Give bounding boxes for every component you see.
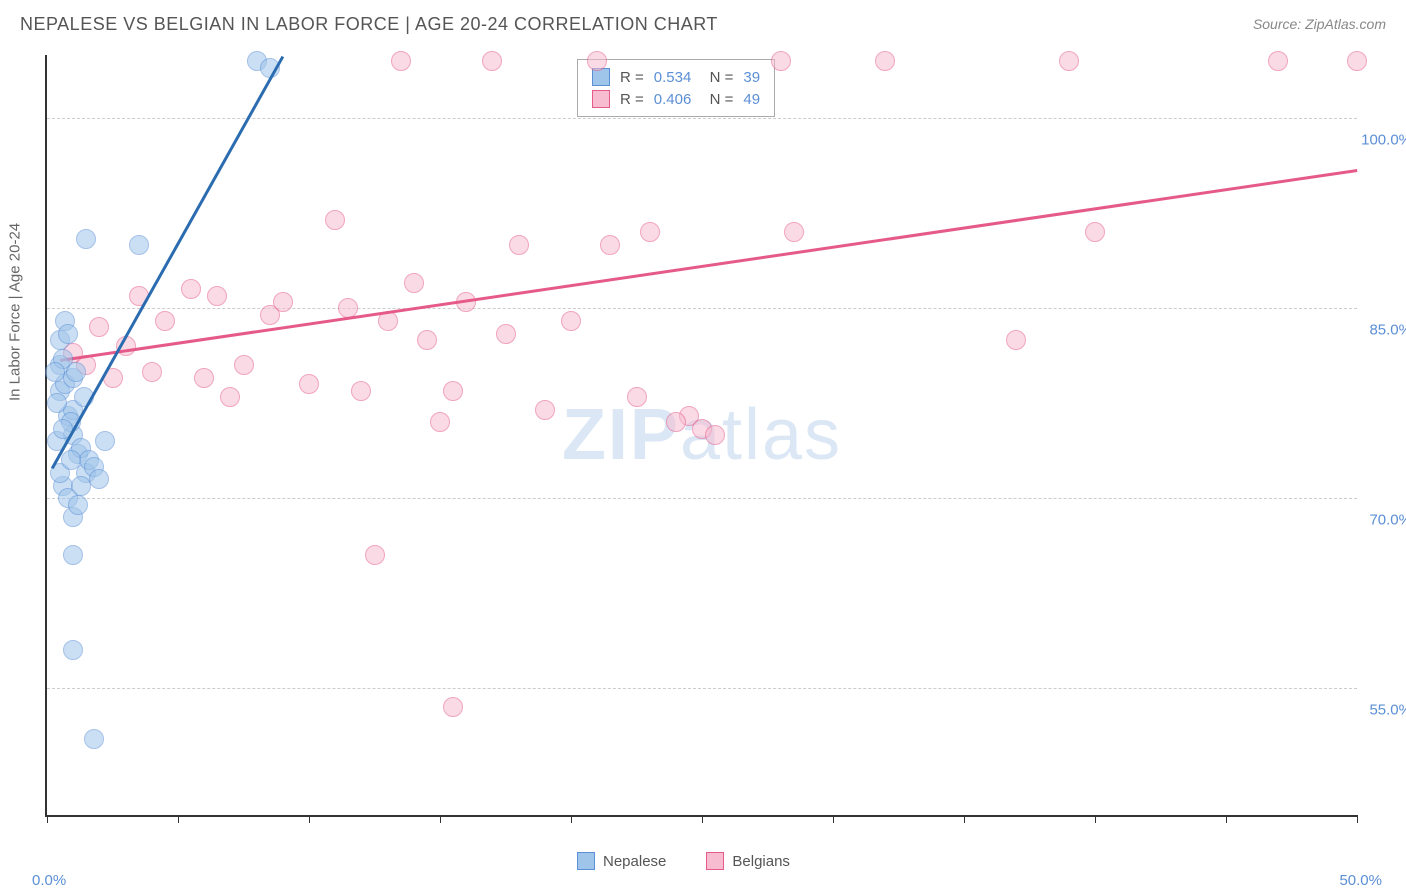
y-tick-label: 55.0% bbox=[1369, 702, 1406, 719]
data-point-belgians bbox=[600, 235, 620, 255]
data-point-nepalese bbox=[71, 476, 91, 496]
data-point-nepalese bbox=[63, 545, 83, 565]
stats-r-belgians: 0.406 bbox=[654, 91, 692, 108]
data-point-nepalese bbox=[61, 450, 81, 470]
stats-row-nepalese: R = 0.534 N = 39 bbox=[592, 66, 760, 88]
data-point-belgians bbox=[535, 400, 555, 420]
data-point-nepalese bbox=[95, 431, 115, 451]
data-point-belgians bbox=[234, 355, 254, 375]
x-tick bbox=[440, 815, 441, 823]
data-point-belgians bbox=[587, 51, 607, 71]
legend-item-nepalese: Nepalese bbox=[577, 852, 666, 870]
stats-n-nepalese: 39 bbox=[743, 69, 760, 86]
stats-r-label: R = bbox=[620, 69, 644, 86]
data-point-nepalese bbox=[76, 229, 96, 249]
data-point-belgians bbox=[1347, 51, 1367, 71]
data-point-belgians bbox=[640, 222, 660, 242]
data-point-nepalese bbox=[84, 729, 104, 749]
data-point-belgians bbox=[365, 545, 385, 565]
data-point-belgians bbox=[443, 697, 463, 717]
data-point-belgians bbox=[181, 279, 201, 299]
x-tick bbox=[309, 815, 310, 823]
data-point-belgians bbox=[351, 381, 371, 401]
trend-line-belgians bbox=[60, 169, 1357, 361]
swatch-belgians bbox=[592, 90, 610, 108]
data-point-belgians bbox=[391, 51, 411, 71]
stats-r-nepalese: 0.534 bbox=[654, 69, 692, 86]
stats-n-label: N = bbox=[701, 91, 733, 108]
legend: Nepalese Belgians bbox=[577, 852, 790, 870]
legend-item-belgians: Belgians bbox=[706, 852, 790, 870]
data-point-belgians bbox=[875, 51, 895, 71]
data-point-nepalese bbox=[47, 393, 67, 413]
data-point-belgians bbox=[89, 317, 109, 337]
data-point-belgians bbox=[496, 324, 516, 344]
legend-swatch-nepalese bbox=[577, 852, 595, 870]
data-point-nepalese bbox=[66, 362, 86, 382]
x-tick bbox=[1095, 815, 1096, 823]
data-point-belgians bbox=[666, 412, 686, 432]
watermark-bold: ZIP bbox=[562, 395, 680, 475]
source-label: Source: ZipAtlas.com bbox=[1253, 16, 1386, 32]
x-tick bbox=[1226, 815, 1227, 823]
grid-line bbox=[47, 308, 1357, 309]
data-point-belgians bbox=[273, 292, 293, 312]
data-point-belgians bbox=[404, 273, 424, 293]
data-point-belgians bbox=[194, 368, 214, 388]
data-point-belgians bbox=[417, 330, 437, 350]
data-point-belgians bbox=[155, 311, 175, 331]
data-point-belgians bbox=[443, 381, 463, 401]
data-point-belgians bbox=[705, 425, 725, 445]
data-point-nepalese bbox=[129, 235, 149, 255]
data-point-belgians bbox=[1268, 51, 1288, 71]
data-point-belgians bbox=[142, 362, 162, 382]
x-label-right: 50.0% bbox=[1339, 872, 1382, 889]
x-tick bbox=[47, 815, 48, 823]
y-tick-label: 100.0% bbox=[1361, 132, 1406, 149]
stats-box: R = 0.534 N = 39 R = 0.406 N = 49 bbox=[577, 59, 775, 117]
data-point-nepalese bbox=[68, 495, 88, 515]
grid-line bbox=[47, 498, 1357, 499]
data-point-belgians bbox=[430, 412, 450, 432]
data-point-belgians bbox=[627, 387, 647, 407]
x-tick bbox=[833, 815, 834, 823]
data-point-nepalese bbox=[58, 324, 78, 344]
x-tick bbox=[571, 815, 572, 823]
legend-swatch-belgians bbox=[706, 852, 724, 870]
plot-area: ZIPatlas R = 0.534 N = 39 R = 0.406 N = … bbox=[45, 55, 1357, 817]
stats-n-label: N = bbox=[701, 69, 733, 86]
data-point-belgians bbox=[771, 51, 791, 71]
data-point-belgians bbox=[299, 374, 319, 394]
legend-label-belgians: Belgians bbox=[732, 853, 790, 870]
data-point-belgians bbox=[220, 387, 240, 407]
grid-line bbox=[47, 118, 1357, 119]
data-point-belgians bbox=[325, 210, 345, 230]
data-point-belgians bbox=[509, 235, 529, 255]
y-tick-label: 70.0% bbox=[1369, 512, 1406, 529]
x-tick bbox=[1357, 815, 1358, 823]
data-point-belgians bbox=[1059, 51, 1079, 71]
y-tick-label: 85.0% bbox=[1369, 322, 1406, 339]
x-tick bbox=[702, 815, 703, 823]
data-point-belgians bbox=[482, 51, 502, 71]
data-point-nepalese bbox=[89, 469, 109, 489]
data-point-belgians bbox=[1006, 330, 1026, 350]
data-point-belgians bbox=[561, 311, 581, 331]
data-point-belgians bbox=[1085, 222, 1105, 242]
legend-label-nepalese: Nepalese bbox=[603, 853, 666, 870]
data-point-belgians bbox=[784, 222, 804, 242]
chart-title: NEPALESE VS BELGIAN IN LABOR FORCE | AGE… bbox=[20, 14, 718, 35]
stats-row-belgians: R = 0.406 N = 49 bbox=[592, 88, 760, 110]
grid-line bbox=[47, 688, 1357, 689]
data-point-nepalese bbox=[45, 362, 65, 382]
y-axis-title: In Labor Force | Age 20-24 bbox=[7, 223, 24, 401]
x-label-left: 0.0% bbox=[32, 872, 66, 889]
stats-r-label: R = bbox=[620, 91, 644, 108]
stats-n-belgians: 49 bbox=[743, 91, 760, 108]
data-point-belgians bbox=[207, 286, 227, 306]
x-tick bbox=[178, 815, 179, 823]
x-tick bbox=[964, 815, 965, 823]
data-point-nepalese bbox=[63, 640, 83, 660]
